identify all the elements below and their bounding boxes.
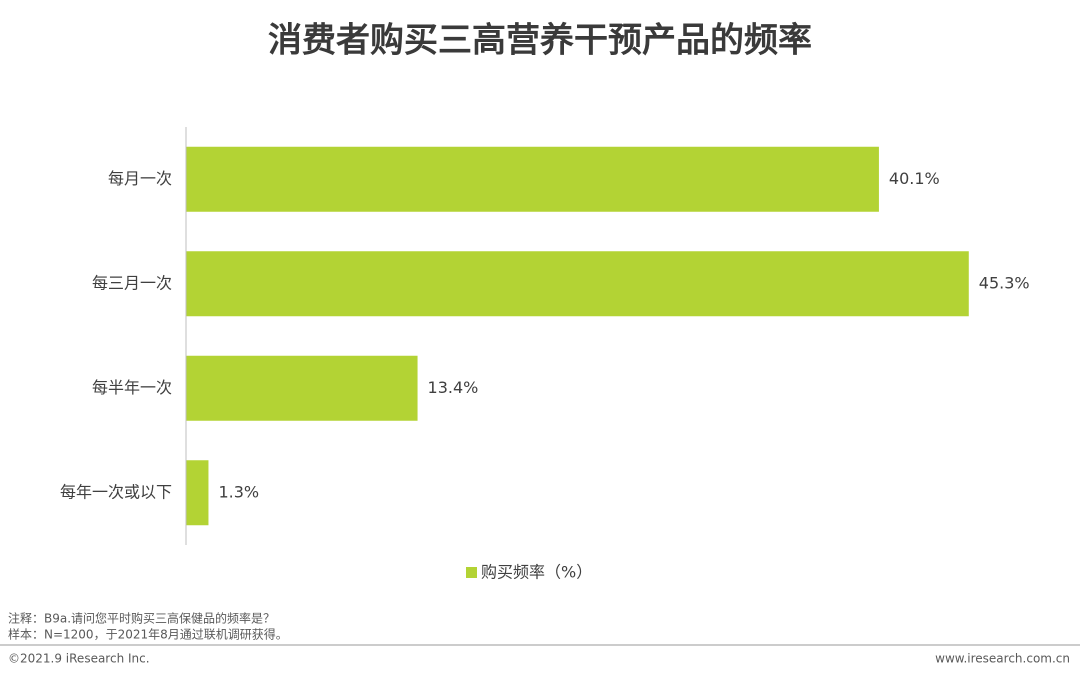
y-tick-label: 每年一次或以下 xyxy=(60,482,172,501)
data-label: 1.3% xyxy=(218,482,259,501)
footer-left: ©2021.9 iResearch Inc. xyxy=(8,652,150,666)
data-label: 45.3% xyxy=(979,273,1030,292)
bar xyxy=(186,251,969,317)
y-tick-label: 每月一次 xyxy=(108,169,172,188)
y-tick-label: 每三月一次 xyxy=(92,273,172,292)
legend-swatch xyxy=(466,567,477,578)
note: 注释：B9a.请问您平时购买三高保健品的频率是？ xyxy=(8,611,275,626)
y-tick-label: 每半年一次 xyxy=(92,378,172,397)
data-label: 40.1% xyxy=(889,169,940,188)
note: 样本：N=1200，于2021年8月通过联机调研获得。 xyxy=(8,627,288,642)
data-label: 13.4% xyxy=(428,378,479,397)
bar xyxy=(186,460,209,526)
bar xyxy=(186,355,418,421)
bar xyxy=(186,146,879,212)
footer-right: www.iresearch.com.cn xyxy=(935,652,1070,666)
legend-label: 购买频率（%） xyxy=(481,563,592,582)
chart-title: 消费者购买三高营养干预产品的频率 xyxy=(268,21,812,61)
